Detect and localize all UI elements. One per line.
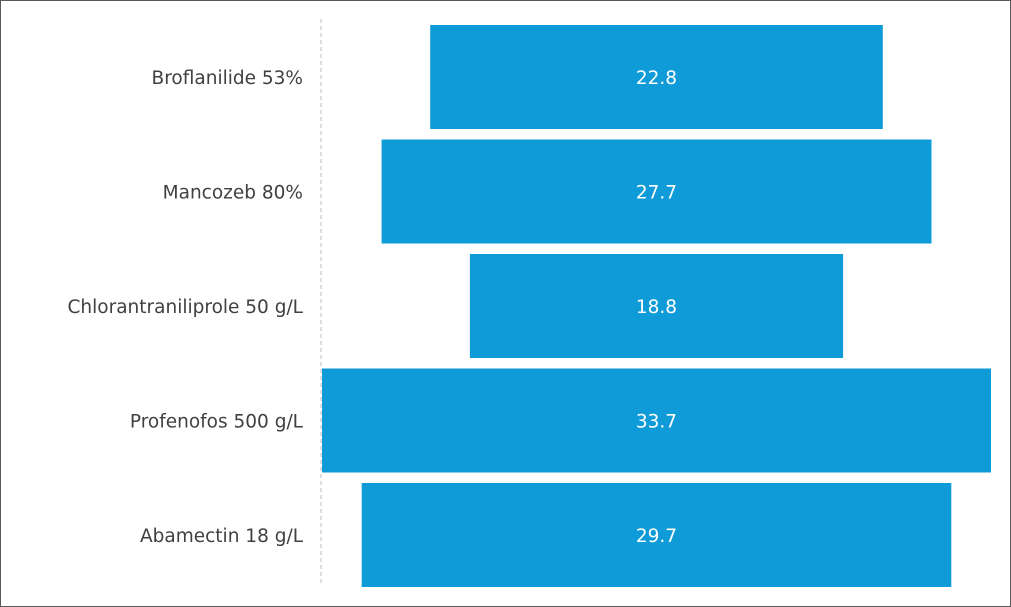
category-label-1: Mancozeb 80% [163,183,303,204]
bar-1 [381,139,932,244]
data-label-3: 33.7 [636,412,677,433]
category-label-4: Abamectin 18 g/L [140,526,304,547]
category-label-2: Chlorantraniliprole 50 g/L [68,297,304,318]
bars-layer [322,25,991,587]
data-label-2: 18.8 [636,297,677,318]
bar-2 [469,254,844,358]
bar-3 [322,368,991,473]
category-label-3: Profenofos 500 g/L [130,412,304,433]
category-label-0: Broflanilide 53% [152,68,303,89]
data-label-1: 27.7 [636,183,677,204]
bar-0 [430,25,883,129]
data-label-4: 29.7 [636,526,677,547]
data-label-0: 22.8 [636,68,677,89]
bar-4 [361,483,952,587]
labels-layer: 22.8 Broflanilide 53% 27.7 Mancozeb 80% 18.8… [68,68,678,547]
